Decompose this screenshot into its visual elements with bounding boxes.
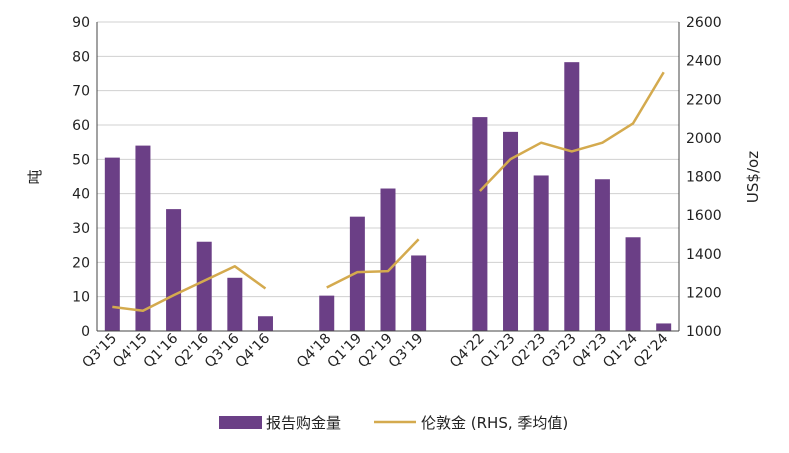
y-tick-6: 60 [72,118,90,134]
y-tick-3: 30 [72,221,90,237]
x-tick-18: Q2'24 [631,330,672,371]
y-tick-0: 0 [81,324,90,340]
y2-tick-4: 1800 [686,170,722,186]
y-tick-8: 80 [72,49,90,65]
y2-tick-0: 1000 [686,324,722,340]
bar-18 [656,323,672,331]
line-segment-2 [478,71,665,192]
bar-16 [594,179,610,331]
right-axis-ticks: 1000 1200 1400 1600 1800 2000 2200 2400 2600 [686,15,722,340]
bar-9 [380,188,396,331]
bar-5 [257,316,273,331]
y-tick-1: 10 [72,290,90,306]
y-tick-9: 90 [72,15,90,31]
y2-tick-1: 1200 [686,285,722,301]
legend: 报告购金量 伦敦金 (RHS, 季均值) [219,414,568,432]
bar-3 [196,241,212,331]
bar-series [104,62,672,332]
bar-0 [104,157,120,331]
y-axis-label: 吨 [26,169,44,184]
y-tick-4: 40 [72,187,90,203]
y2-tick-3: 1600 [686,208,722,224]
line-segment-0 [112,265,267,312]
line-series [112,71,665,312]
y-tick-2: 20 [72,255,90,271]
x-tick-5: Q4'16 [233,330,274,371]
bar-14 [533,175,549,331]
legend-label-line: 伦敦金 (RHS, 季均值) [421,414,568,432]
legend-swatch-bars [219,416,262,429]
y2-tick-2: 1400 [686,247,722,263]
y2-tick-5: 2000 [686,131,722,147]
line-segment-1 [326,238,420,289]
bar-2 [166,209,182,331]
y-tick-7: 70 [72,84,90,100]
bar-4 [227,277,243,331]
bar-8 [349,216,365,331]
y2-tick-8: 2600 [686,15,722,31]
bar-17 [625,237,641,331]
left-axis-ticks: 0 10 20 30 40 50 60 70 80 90 [72,15,90,340]
y2-axis-label: US$/oz [744,151,762,203]
y2-tick-7: 2400 [686,54,722,70]
gridlines [97,21,679,298]
y2-tick-6: 2200 [686,92,722,108]
x-tick-10: Q3'19 [386,331,427,372]
legend-label-bars: 报告购金量 [266,414,341,432]
bar-10 [411,255,427,331]
bar-7 [319,295,335,331]
bar-13 [503,131,519,331]
y-tick-5: 50 [72,152,90,168]
bar-15 [564,62,580,332]
bar-12 [472,117,488,331]
bar-1 [135,145,151,331]
axes [96,22,680,332]
